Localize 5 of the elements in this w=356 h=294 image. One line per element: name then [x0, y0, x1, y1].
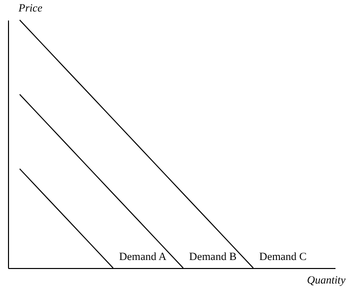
series-label: Demand C	[259, 251, 307, 263]
y-axis-title: Price	[18, 2, 42, 14]
series-label: Demand A	[119, 251, 167, 263]
series-label: Demand B	[189, 251, 237, 263]
x-axis-title: Quantity	[307, 274, 346, 286]
